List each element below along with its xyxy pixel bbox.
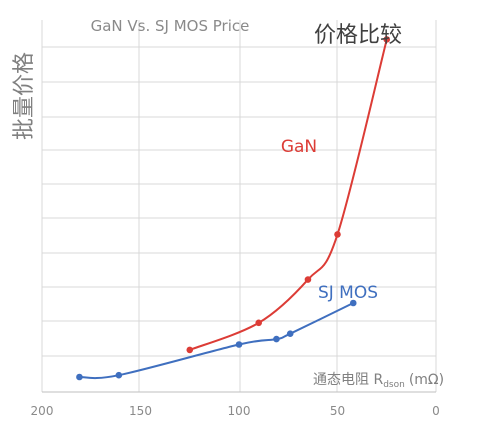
- series-layer: [76, 36, 391, 381]
- gridlines: [41, 20, 437, 392]
- data-point-sj-mos: [273, 335, 280, 343]
- x-tick-label: 150: [129, 404, 152, 418]
- series-label-gan: GaN: [281, 137, 317, 157]
- chart-subtitle: 价格比较: [314, 23, 402, 48]
- data-point-gan: [334, 231, 341, 238]
- data-point-sj-mos: [349, 299, 357, 307]
- data-point-sj-mos: [115, 371, 123, 379]
- data-point-gan: [383, 36, 391, 43]
- x-axis-label-unit: (mΩ): [409, 372, 444, 388]
- x-tick-label: 50: [330, 404, 345, 418]
- series-line-gan: [189, 39, 388, 351]
- x-tick-label: 200: [31, 404, 54, 418]
- data-point-gan: [304, 276, 312, 283]
- x-axis-label-main: 通态电阻 R: [313, 372, 383, 388]
- data-point-sj-mos: [235, 341, 243, 348]
- data-point-gan: [255, 319, 262, 327]
- x-axis-label-sub: dson: [383, 380, 405, 390]
- x-tick-label: 100: [228, 404, 251, 418]
- axes: 200 150 100 50 0: [31, 391, 440, 418]
- x-tick-label: 0: [432, 404, 440, 418]
- series-label-sj-mos: SJ MOS: [318, 283, 378, 303]
- data-point-sj-mos: [286, 330, 294, 337]
- x-axis-label: 通态电阻 Rdson (mΩ): [313, 372, 444, 390]
- y-axis-label: 批量价格: [12, 52, 37, 140]
- data-point-gan: [186, 346, 194, 354]
- chart-title: GaN Vs. SJ MOS Price: [91, 17, 250, 35]
- data-point-sj-mos: [76, 373, 83, 381]
